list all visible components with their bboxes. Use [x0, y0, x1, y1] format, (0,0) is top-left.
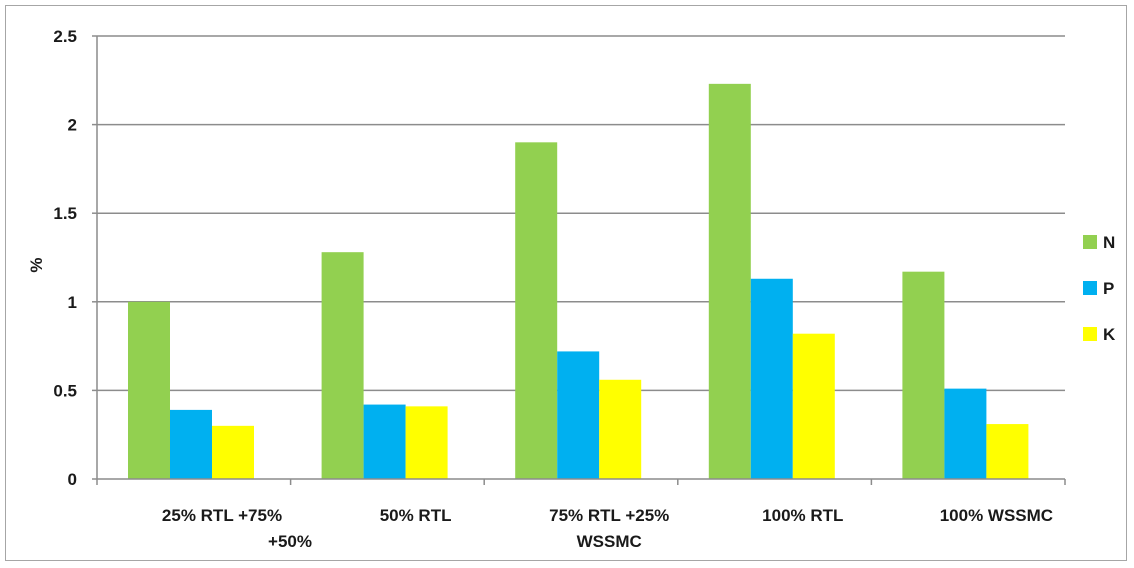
- legend-swatch-k: [1083, 327, 1097, 341]
- axes: [96, 36, 1065, 480]
- bar-p: [750, 278, 793, 479]
- y-tick-label: 1.5: [53, 204, 77, 223]
- x-tick-label: 100% WSSMC: [940, 506, 1053, 525]
- bar-n: [902, 271, 945, 479]
- y-tick-label: 2: [68, 116, 77, 135]
- x-tick-label: WSSMC: [577, 532, 642, 551]
- x-tick-label: +50%: [268, 532, 312, 551]
- x-tick-label: 25% RTL +75%: [162, 506, 282, 525]
- y-tick-label: 1: [68, 293, 77, 312]
- bar-n: [128, 301, 170, 479]
- y-tick-label: 0.5: [53, 381, 77, 400]
- bar-k: [405, 406, 448, 479]
- x-tick-labels: 25% RTL +75% +50% 50% RTL 75% RTL +25% WSSMC…: [96, 479, 1066, 551]
- bar-p: [944, 388, 987, 479]
- y-tick-labels: 0 0.5 1 1.5 2 2.5: [53, 27, 97, 489]
- bar-k: [986, 424, 1029, 479]
- y-axis-title: %: [27, 257, 46, 272]
- bar-p: [170, 409, 212, 479]
- bar-n: [708, 83, 751, 480]
- x-tick-label: 100% RTL: [762, 506, 843, 525]
- bar-n: [515, 142, 558, 479]
- legend-label-k: K: [1103, 325, 1116, 344]
- y-tick-label: 2.5: [53, 27, 77, 46]
- x-tick-label: 75% RTL +25%: [549, 506, 669, 525]
- bar-k: [599, 379, 642, 479]
- legend: N P K: [1083, 233, 1116, 344]
- legend-swatch-p: [1083, 281, 1097, 295]
- legend-label-p: P: [1103, 279, 1114, 298]
- bar-k: [212, 425, 254, 479]
- bar-p: [363, 404, 406, 479]
- bar-k: [792, 333, 835, 479]
- legend-swatch-n: [1083, 235, 1097, 249]
- bars: [128, 83, 1029, 480]
- legend-label-n: N: [1103, 233, 1115, 252]
- bar-p: [557, 351, 600, 479]
- y-tick-label: 0: [68, 470, 77, 489]
- x-tick-label: 50% RTL: [380, 506, 452, 525]
- bar-n: [321, 252, 364, 479]
